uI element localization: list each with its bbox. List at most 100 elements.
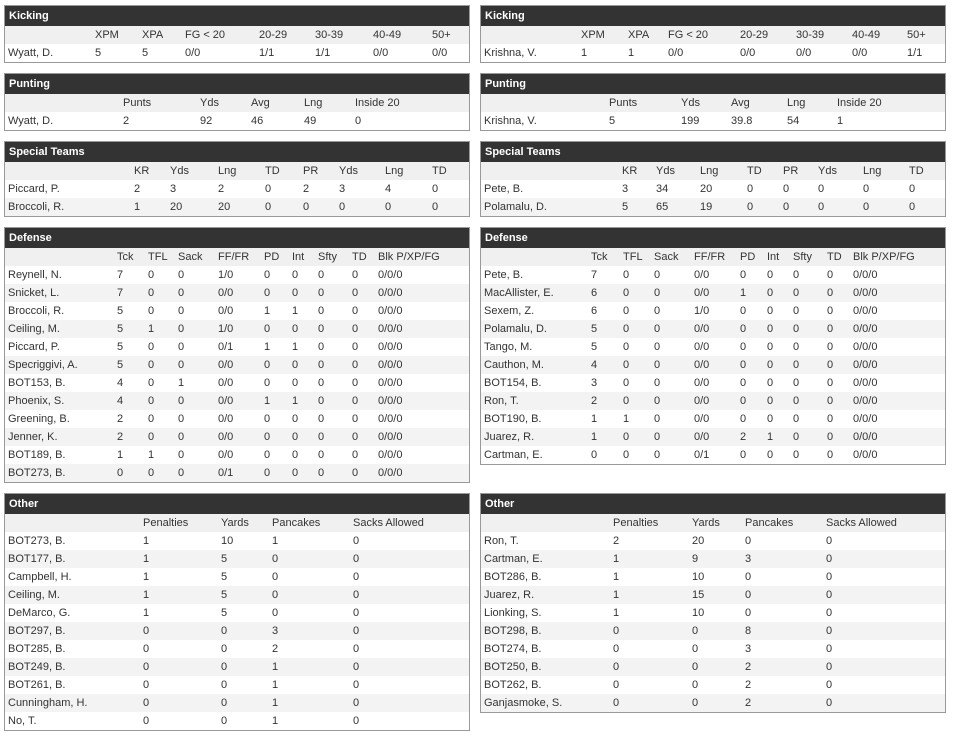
player-row: BOT286, B. 1 10 0 0	[481, 568, 945, 586]
stat-cell: 0/0/0	[378, 305, 403, 317]
player-name: Krishna, V.	[484, 47, 537, 59]
stat-cell: 1	[272, 661, 279, 673]
stat-cell: 0/0	[740, 47, 756, 59]
stat-cell: 1	[178, 377, 185, 389]
player-name: Ron, T.	[484, 535, 519, 547]
stat-cell: 0	[827, 287, 834, 299]
stat-cell: 0	[793, 323, 800, 335]
stat-cell: 0	[353, 607, 360, 619]
header-row: Punts Yds Avg Lng Inside 20	[5, 94, 469, 112]
stat-cell: 0	[352, 449, 359, 461]
stat-cell: 0	[148, 395, 155, 407]
stat-cell: 0/0/0	[378, 359, 403, 371]
column-header: Lng	[218, 165, 237, 177]
stat-cell: 2	[745, 661, 752, 673]
column-header: 20-29	[740, 29, 769, 41]
player-row: Broccoli, R. 1 20 20 0 0 0 0 0	[5, 198, 469, 216]
stat-cell: 0/0/0	[853, 323, 878, 335]
stat-cell: 0	[826, 607, 833, 619]
stat-cell: 0	[318, 305, 325, 317]
player-row: BOT190, B. 1 1 0 0/0 0 0 0 0 0/0/0	[481, 410, 945, 428]
stat-cell: 0/1	[694, 449, 710, 461]
stat-cell: 9	[692, 553, 699, 565]
stat-cell: 0	[148, 305, 155, 317]
column-header: Lng	[700, 165, 719, 177]
stat-cell: 0	[318, 323, 325, 335]
player-row: Snicket, L. 7 0 0 0/0 0 0 0 0 0/0/0	[5, 284, 469, 302]
player-name: Lionking, S.	[484, 607, 542, 619]
column-header: TD	[747, 165, 762, 177]
player-name: Ron, T.	[484, 395, 519, 407]
stat-cell: 6	[591, 305, 598, 317]
stat-cell: 0	[352, 467, 359, 479]
stat-cell: 4	[117, 395, 124, 407]
player-row: Juarez, R. 1 15 0 0	[481, 586, 945, 604]
stat-cell: 0	[767, 449, 774, 461]
stat-cell: 0/0/0	[853, 359, 878, 371]
player-row: BOT273, B. 1 10 1 0	[5, 532, 469, 550]
stat-cell: 0	[692, 679, 699, 691]
stats-panel: Kicking XPM XPA FG < 20 20-29 30-39 40-49 50+ Wy…	[4, 5, 470, 63]
stat-cell: 5	[591, 323, 598, 335]
stat-cell: 0	[740, 359, 747, 371]
stat-cell: 5	[221, 571, 228, 583]
stat-cell: 0	[827, 449, 834, 461]
stat-cell: 0	[148, 467, 155, 479]
header-row: Penalties Yards Pancakes Sacks Allowed	[5, 514, 469, 532]
stat-cell: 0	[352, 377, 359, 389]
player-name: Tango, M.	[484, 341, 533, 353]
stat-cell: 0	[827, 413, 834, 425]
column-header: Inside 20	[837, 97, 882, 109]
stat-cell: 0	[654, 305, 661, 317]
stats-panel: Other Penalties Yards Pancakes Sacks Allowed…	[480, 493, 946, 713]
player-name: Cartman, E.	[484, 553, 543, 565]
stat-cell: 0/0/0	[853, 341, 878, 353]
stat-cell: 0	[654, 287, 661, 299]
stats-panel: Special Teams KR Yds Lng TD PR Yds Lng TD Piccard…	[4, 141, 470, 217]
stat-cell: 0/0	[218, 395, 234, 407]
column-header: Avg	[731, 97, 750, 109]
stat-cell: 0	[178, 341, 185, 353]
stat-cell: 34	[656, 183, 669, 195]
stat-cell: 0/0	[694, 377, 710, 389]
stat-cell: 0	[613, 697, 620, 709]
stat-cell: 0	[352, 359, 359, 371]
stat-cell: 0	[623, 269, 630, 281]
player-name: Wyatt, D.	[8, 115, 54, 127]
stat-cell: 0	[613, 679, 620, 691]
stat-cell: 0	[292, 323, 299, 335]
player-name: BOT286, B.	[484, 571, 542, 583]
panel-title: Defense	[5, 228, 469, 248]
stat-cell: 2	[591, 395, 598, 407]
column-header: Sack	[178, 251, 203, 263]
player-name: Polamalu, D.	[484, 201, 547, 213]
stat-cell: 0	[827, 377, 834, 389]
player-row: Sexem, Z. 6 0 0 1/0 0 0 0 0 0/0/0	[481, 302, 945, 320]
player-row: Ceiling, M. 1 5 0 0	[5, 586, 469, 604]
stat-cell: 0	[654, 269, 661, 281]
stat-cell: 0	[740, 395, 747, 407]
stat-cell: 8	[745, 625, 752, 637]
player-row: Lionking, S. 1 10 0 0	[481, 604, 945, 622]
stat-cell: 0	[148, 377, 155, 389]
stat-cell: 0	[318, 413, 325, 425]
stat-cell: 1/0	[218, 269, 234, 281]
player-name: Greening, B.	[8, 413, 70, 425]
stat-cell: 0	[793, 341, 800, 353]
header-row: Punts Yds Avg Lng Inside 20	[481, 94, 945, 112]
player-row: BOT297, B. 0 0 3 0	[5, 622, 469, 640]
stat-cell: 0/0/0	[378, 395, 403, 407]
player-row: MacAllister, E. 6 0 0 0/0 1 0 0 0 0/0/0	[481, 284, 945, 302]
column-header: TD	[352, 251, 367, 263]
column-header: Sacks Allowed	[353, 517, 424, 529]
player-row: Piccard, P. 5 0 0 0/1 1 1 0 0 0/0/0	[5, 338, 469, 356]
player-row: Specriggivi, A. 5 0 0 0/0 0 0 0 0 0/0/0	[5, 356, 469, 374]
stat-cell: 1	[272, 715, 279, 727]
stat-cell: 0	[264, 269, 271, 281]
stat-cell: 0/0	[185, 47, 201, 59]
stat-cell: 0	[272, 553, 279, 565]
stat-cell: 20	[218, 201, 231, 213]
stat-cell: 1/0	[218, 323, 234, 335]
stat-cell: 10	[692, 607, 705, 619]
